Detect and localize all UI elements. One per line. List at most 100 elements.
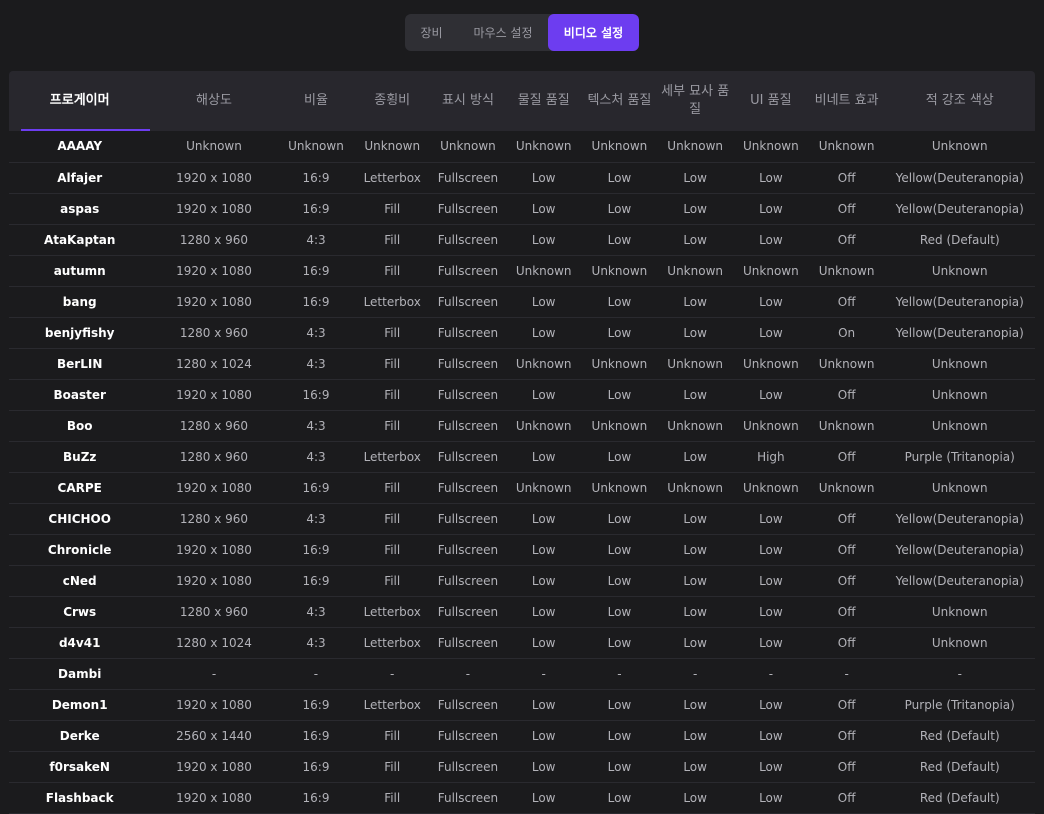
- column-resolution-cell: 1920 x 1080: [176, 170, 252, 185]
- table-row: f0rsakeN 1920 x 1080 16:9 Fill Fullscreen Low…: [9, 751, 1035, 782]
- column-display-mode-cell: Fullscreen: [437, 387, 499, 402]
- column-display-mode-cell: Fullscreen: [437, 604, 499, 619]
- column-vignette-cell: Off: [837, 790, 856, 805]
- table-row: AtaKaptan 1280 x 960 4:3 Fill Fullscreen Low L…: [9, 224, 1035, 255]
- column-enemy-highlight-color-cell: -: [957, 666, 962, 681]
- column-player-cell[interactable]: cNed: [62, 573, 97, 588]
- column-aspect-ratio-cell: Letterbox: [363, 170, 421, 185]
- column-material-quality-cell: Low: [531, 232, 556, 247]
- column-player-cell[interactable]: Boo: [66, 418, 93, 433]
- column-ui-quality-cell: Low: [759, 170, 783, 185]
- column-aspect-ratio-cell: Fill: [384, 511, 401, 526]
- column-enemy-highlight-color-cell: Yellow(Deuteranopia): [895, 294, 1024, 309]
- column-enemy-highlight-color-cell: Unknown: [931, 604, 988, 619]
- column-detail-quality-cell: Low: [683, 325, 707, 340]
- column-aspect-ratio-cell: -: [390, 666, 395, 681]
- column-vignette-cell: Unknown: [818, 263, 875, 278]
- column-player-cell[interactable]: CARPE: [57, 480, 102, 495]
- column-enemy-highlight-color-cell: Yellow(Deuteranopia): [895, 325, 1024, 340]
- column-enemy-highlight-color-cell: Red (Default): [919, 790, 1000, 805]
- column-player-cell[interactable]: Demon1: [51, 697, 108, 712]
- column-player-cell[interactable]: aspas: [60, 201, 100, 216]
- column-aspect-ratio-cell: Fill: [384, 201, 401, 216]
- tab-video-settings[interactable]: 비디오 설정: [548, 14, 639, 51]
- column-ratio-cell: 4:3: [306, 511, 326, 526]
- column-resolution-cell: 1280 x 960: [179, 449, 249, 464]
- column-enemy-highlight-color-cell: Unknown: [931, 139, 988, 154]
- column-player-cell[interactable]: autumn: [53, 263, 106, 278]
- column-material-quality-cell: Unknown: [515, 263, 572, 278]
- column-display-mode-cell: Fullscreen: [437, 573, 499, 588]
- column-material-quality-cell: Unknown: [515, 356, 572, 371]
- column-display-mode-cell: Fullscreen: [437, 294, 499, 309]
- column-player-cell[interactable]: Boaster: [53, 387, 106, 402]
- column-vignette-cell: Unknown: [818, 418, 875, 433]
- column-resolution-cell: 1920 x 1080: [176, 480, 252, 495]
- column-detail-quality-cell: -: [692, 666, 698, 681]
- column-ui-quality-cell: -: [768, 666, 774, 681]
- column-enemy-highlight-color-cell: Red (Default): [919, 728, 1000, 743]
- column-vignette-cell: Off: [837, 635, 856, 650]
- column-display-mode-cell: Fullscreen: [437, 728, 499, 743]
- column-detail-quality-cell: Unknown: [667, 356, 723, 371]
- column-display-mode-cell: Fullscreen: [437, 790, 499, 805]
- table-row: BuZz 1280 x 960 4:3 Letterbox Fullscreen Low L…: [9, 441, 1035, 472]
- column-player-cell[interactable]: AAAAY: [57, 139, 103, 154]
- table-row: CHICHOO 1280 x 960 4:3 Fill Fullscreen Low Low…: [9, 503, 1035, 534]
- column-player-header[interactable]: 프로게이머: [9, 71, 151, 131]
- column-texture-quality-cell: Low: [607, 759, 632, 774]
- column-player-cell[interactable]: bang: [62, 294, 97, 309]
- column-aspect-ratio-cell: Fill: [384, 387, 401, 402]
- column-material-quality-cell: Low: [531, 542, 556, 557]
- column-enemy-highlight-color-cell: Unknown: [931, 263, 988, 278]
- column-player-cell[interactable]: Alfajer: [57, 170, 103, 185]
- column-player-cell[interactable]: AtaKaptan: [43, 232, 116, 247]
- column-resolution-cell: 1280 x 960: [179, 418, 249, 433]
- tab-equipment[interactable]: 장비: [420, 26, 443, 40]
- column-player-cell[interactable]: Crws: [63, 604, 97, 619]
- column-ui-quality-cell: Low: [759, 542, 783, 557]
- column-ratio-cell: 4:3: [306, 232, 326, 247]
- column-ratio-cell: 16:9: [302, 790, 330, 805]
- column-detail-quality-cell: Low: [683, 449, 707, 464]
- column-texture-quality-cell: Low: [607, 573, 632, 588]
- column-display-mode-cell: Fullscreen: [437, 232, 499, 247]
- column-ratio-cell: 4:3: [306, 635, 326, 650]
- column-enemy-highlight-color-cell: Red (Default): [919, 232, 1000, 247]
- column-player-cell[interactable]: CHICHOO: [48, 511, 111, 526]
- table-row: Derke 2560 x 1440 16:9 Fill Fullscreen Low Low…: [9, 720, 1035, 751]
- column-vignette-cell: Off: [837, 573, 856, 588]
- column-ratio-cell: 16:9: [302, 697, 330, 712]
- table-row: Demon1 1920 x 1080 16:9 Letterbox Fullscreen…: [9, 689, 1035, 720]
- column-display-mode-cell: Fullscreen: [437, 697, 499, 712]
- column-resolution-cell: 2560 x 1440: [176, 728, 252, 743]
- column-detail-quality-cell: Low: [683, 790, 707, 805]
- column-player-cell[interactable]: d4v41: [58, 635, 101, 650]
- column-aspect-ratio-cell: Letterbox: [363, 697, 421, 712]
- column-display-mode-cell: Fullscreen: [437, 356, 499, 371]
- column-player-cell[interactable]: f0rsakeN: [49, 759, 110, 774]
- table-row: CARPE 1920 x 1080 16:9 Fill Fullscreen Unknow…: [9, 472, 1035, 503]
- column-player-cell[interactable]: Chronicle: [47, 542, 112, 557]
- column-resolution-cell: 1280 x 960: [179, 604, 249, 619]
- column-ratio-cell: -: [313, 666, 319, 681]
- tab-mouse-settings[interactable]: 마우스 설정: [473, 26, 533, 40]
- table-row: cNed 1920 x 1080 16:9 Fill Fullscreen Low Low L…: [9, 565, 1035, 596]
- column-player-cell[interactable]: BerLIN: [57, 356, 103, 371]
- column-aspect-ratio-cell: Letterbox: [363, 635, 421, 650]
- column-player-cell[interactable]: BuZz: [63, 449, 97, 464]
- column-player-cell[interactable]: Flashback: [45, 790, 114, 805]
- column-vignette-cell: Off: [837, 697, 856, 712]
- column-enemy-highlight-color-cell: Yellow(Deuteranopia): [895, 170, 1024, 185]
- column-detail-quality-cell: Low: [683, 604, 707, 619]
- column-aspect-ratio-cell: Fill: [384, 356, 401, 371]
- column-aspect-ratio-cell: Fill: [384, 790, 401, 805]
- column-resolution-cell: 1280 x 1024: [176, 356, 252, 371]
- column-player-cell[interactable]: benjyfishy: [44, 325, 115, 340]
- column-enemy-highlight-color-cell: Purple (Tritanopia): [904, 697, 1015, 712]
- column-detail-quality-cell: Low: [683, 294, 707, 309]
- column-ui-quality-cell: Unknown: [743, 263, 799, 278]
- column-ratio-cell: 16:9: [302, 294, 330, 309]
- column-player-cell[interactable]: Dambi: [58, 666, 102, 681]
- column-player-cell[interactable]: Derke: [59, 728, 100, 743]
